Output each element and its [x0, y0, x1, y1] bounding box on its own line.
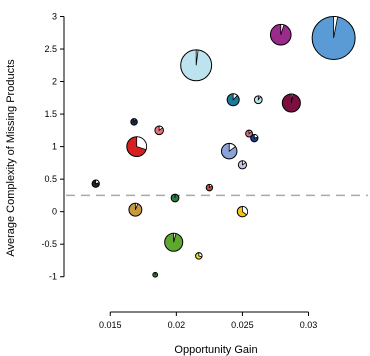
x-tick-label: 0.03 [300, 320, 318, 330]
x-axis-title: Opportunity Gain [174, 344, 257, 356]
bubble-point [245, 129, 253, 138]
bubble-point [130, 118, 138, 126]
bubble-point [269, 23, 292, 46]
bubble-slice [198, 252, 203, 258]
bubble-slice [208, 183, 213, 189]
bubble-slice [232, 93, 238, 101]
bubble-slice [248, 129, 253, 135]
y-tick-label: 2 [52, 77, 57, 87]
bubble-slice [242, 160, 247, 166]
bubble-slice [290, 93, 294, 104]
bubble-point [205, 183, 214, 192]
bubble-point [126, 136, 148, 158]
y-tick-label: 0.5 [44, 174, 57, 184]
bubble-slice [195, 49, 199, 66]
y-axis-ticks: -1 -0.5 0 0.5 1 1.5 2 2.5 3 [41, 12, 64, 282]
bubble-point [128, 202, 143, 217]
bubble-slice [280, 24, 285, 35]
bubble-slice [136, 136, 147, 151]
y-tick-label: 0 [52, 207, 57, 217]
bubble-slice [95, 179, 100, 185]
bubble-point [237, 160, 248, 170]
bubble-slice [133, 118, 137, 124]
y-tick-label: 1 [52, 142, 57, 152]
bubble-point [154, 125, 164, 136]
bubble-point [91, 179, 100, 188]
bubble-point [226, 93, 240, 107]
bubble-point [250, 134, 259, 143]
bubble-point [281, 93, 301, 113]
bubble-point [152, 271, 159, 278]
bubble-slice [257, 95, 262, 102]
bubble-layer [91, 15, 356, 278]
bubble-point [236, 206, 249, 218]
y-tick-label: -1 [49, 272, 57, 282]
x-tick-label: 0.015 [99, 320, 122, 330]
bubble-slice [158, 125, 164, 132]
y-tick-label: 1.5 [44, 109, 57, 119]
bubble-point [253, 95, 263, 105]
y-axis-title: Average Complexity of Missing Products [5, 59, 17, 257]
bubble-slice [242, 206, 248, 216]
bubble-slice [134, 202, 139, 210]
bubble-point [195, 252, 203, 260]
bubble-point [180, 49, 213, 82]
bubble-point [311, 15, 356, 60]
y-tick-label: -0.5 [41, 239, 57, 249]
x-tick-label: 0.02 [168, 320, 186, 330]
bubble-slice [253, 134, 259, 139]
bubble-slice [333, 16, 339, 39]
y-tick-label: 2.5 [44, 44, 57, 54]
bubble-point [170, 193, 180, 203]
y-tick-label: 3 [52, 12, 57, 22]
x-tick-label: 0.025 [231, 320, 254, 330]
bubble-slice [173, 232, 177, 243]
x-axis-ticks: 0.015 0.02 0.025 0.03 [99, 312, 317, 330]
bubble-slice [228, 143, 237, 152]
bubble-point [164, 232, 184, 252]
bubble-point [220, 142, 238, 160]
